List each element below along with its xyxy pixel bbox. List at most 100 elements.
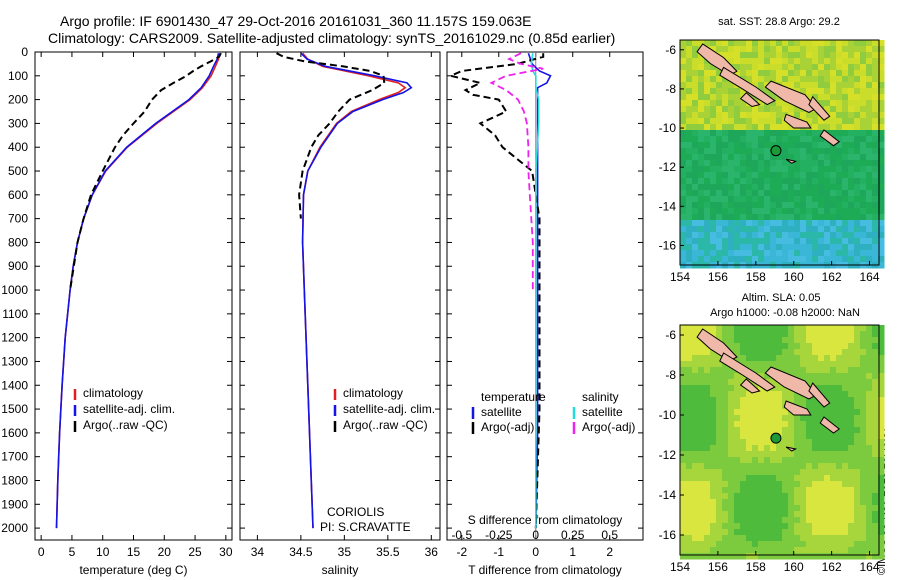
sla_map-cell [734, 487, 741, 494]
sla_map-cell [686, 433, 693, 440]
sst_map-cell [836, 52, 843, 59]
sst_map-cell [734, 154, 741, 161]
sst_map-cell [812, 154, 819, 161]
sla_map-cell [794, 373, 801, 380]
sla_map-cell [740, 451, 747, 458]
sla_map-cell [722, 451, 729, 458]
sst_map-cell [866, 202, 873, 209]
sla_map-cell [746, 487, 753, 494]
sla_map-cell [698, 379, 705, 386]
sst_map-cell [710, 40, 717, 47]
sla_map-cell [848, 349, 855, 356]
sla_map-cell [716, 523, 723, 530]
sla_map-cell [872, 541, 879, 548]
sla_map-cell [866, 457, 873, 464]
sst_map-cell [698, 232, 705, 239]
sla_map-cell [776, 421, 783, 428]
sla_map-cell [854, 361, 861, 368]
sla_map-cell [764, 349, 771, 356]
sla_map-cell [782, 325, 789, 332]
sst_map-cell [752, 208, 759, 215]
sst_map-cell [866, 124, 873, 131]
sst_map-cell [794, 166, 801, 173]
sla_map-cell [752, 403, 759, 410]
sst_map-cell [878, 232, 885, 239]
sst_map-cell [878, 220, 885, 227]
sla_map-cell [824, 349, 831, 356]
sla_map-cell [746, 415, 753, 422]
sla_map-cell [842, 505, 849, 512]
sla_map-cell [878, 373, 885, 380]
sla_map-cell [698, 361, 705, 368]
sla_map-cell [752, 415, 759, 422]
sst_map-cell [716, 160, 723, 167]
sla_map-cell [704, 355, 711, 362]
sla_map-cell [872, 529, 879, 536]
sst_map-cell [836, 64, 843, 71]
sst_map-cell [734, 244, 741, 251]
sla_map-cell [854, 391, 861, 398]
sst_map-xtick-label: 162 [822, 270, 842, 284]
sst_map-cell [842, 178, 849, 185]
sst_map-cell [860, 166, 867, 173]
sla_map-cell [752, 523, 759, 530]
sla_map-cell [710, 385, 717, 392]
sst_map-cell [854, 70, 861, 77]
sst_map-cell [824, 220, 831, 227]
sla_map-cell [716, 361, 723, 368]
sla_map-cell [728, 367, 735, 374]
sst_map-cell [722, 130, 729, 137]
sst_map-cell [776, 136, 783, 143]
sla_map-cell [764, 511, 771, 518]
sst_map-cell [716, 250, 723, 257]
sst_map-cell [686, 196, 693, 203]
sla_map-cell [818, 367, 825, 374]
sla_map-cell [872, 553, 879, 560]
sst_map-cell [722, 106, 729, 113]
sst_map-cell [818, 202, 825, 209]
sla_map-cell [860, 373, 867, 380]
sla_map-cell [680, 547, 687, 554]
sla_map-cell [740, 433, 747, 440]
sst_map-cell [770, 244, 777, 251]
sla_map-cell [758, 505, 765, 512]
sla_map-cell [854, 481, 861, 488]
sst_map-cell [716, 184, 723, 191]
sst_map-cell [830, 160, 837, 167]
sst_map-cell [716, 172, 723, 179]
sst_map-cell [842, 148, 849, 155]
sst_map-cell [716, 256, 723, 263]
sst_map-cell [770, 70, 777, 77]
sst_map-cell [704, 208, 711, 215]
sst_map-cell [818, 196, 825, 203]
sst_map-cell [866, 142, 873, 149]
sla_map-cell [818, 463, 825, 470]
sla_map-cell [848, 373, 855, 380]
sla_map-cell [812, 349, 819, 356]
sla_map-cell [794, 463, 801, 470]
sst_map-cell [728, 58, 735, 65]
sla_map-cell [710, 355, 717, 362]
sla_map-cell [812, 367, 819, 374]
sla_map-cell [782, 517, 789, 524]
sst_map-cell [758, 214, 765, 221]
depth-tick-label: 1800 [1, 473, 28, 487]
sst_map-cell [848, 130, 855, 137]
sst_map-cell [818, 250, 825, 257]
sla_map-cell [770, 361, 777, 368]
sst_map-cell [770, 124, 777, 131]
sst_map-cell [692, 220, 699, 227]
sst_map-cell [746, 202, 753, 209]
sla_map-cell [824, 475, 831, 482]
sla_map-cell [800, 325, 807, 332]
sla_map-cell [860, 367, 867, 374]
sla_map-cell [764, 499, 771, 506]
sla_map-cell [776, 553, 783, 560]
sst_map-cell [776, 202, 783, 209]
sla_map-cell [764, 403, 771, 410]
sla_map-cell [800, 397, 807, 404]
sla_map-cell [764, 409, 771, 416]
sst_map-cell [836, 40, 843, 47]
sla_map-ytick-label: -8 [665, 368, 676, 382]
sst_map-cell [692, 70, 699, 77]
